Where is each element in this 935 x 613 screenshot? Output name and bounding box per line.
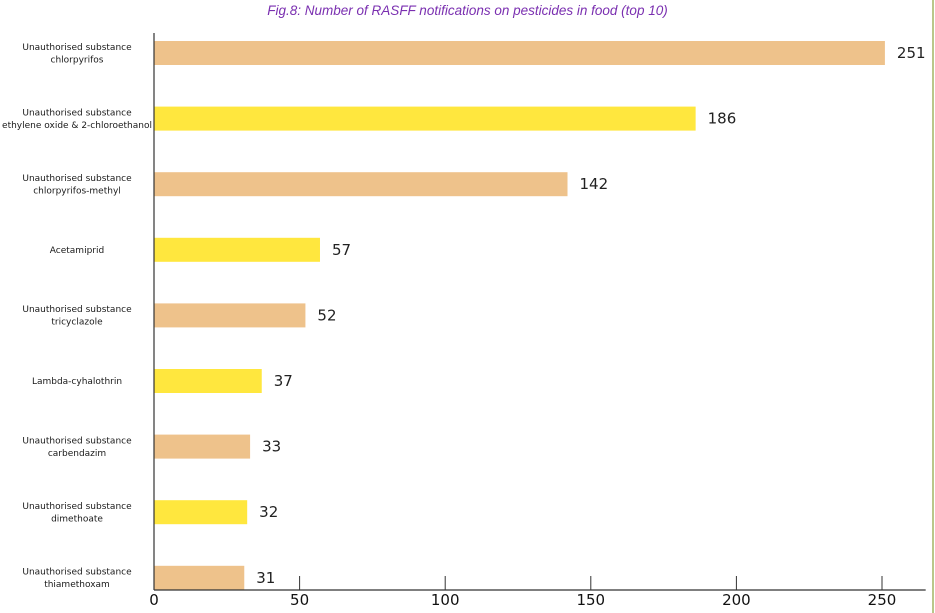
bar <box>154 237 320 262</box>
category-label: Unauthorised substance chlorpyrifos-methy… <box>22 174 132 197</box>
x-tick-label: 100 <box>431 591 460 609</box>
x-tick-label: 250 <box>868 591 897 609</box>
bar <box>154 41 885 65</box>
bar <box>154 369 262 393</box>
category-label: Unauthorised substance tricyclazole <box>22 305 132 328</box>
data-label: 186 <box>708 110 737 128</box>
category-label: Unauthorised substance carbendazim <box>22 436 132 459</box>
bar <box>154 106 696 131</box>
data-label: 33 <box>262 438 281 456</box>
category-label: Unauthorised substance chlorpyrifos <box>22 43 132 66</box>
x-tick-label: 50 <box>290 591 309 609</box>
chart-title: Fig.8: Number of RASFF notifications on … <box>267 3 668 18</box>
bars-layer <box>154 41 885 590</box>
bar <box>154 434 251 459</box>
category-label: Unauthorised substance thiamethoxam <box>22 568 132 591</box>
data-label: 251 <box>897 44 926 62</box>
x-tick-label: 0 <box>149 591 159 609</box>
x-tick-label: 200 <box>722 591 751 609</box>
bar <box>154 500 248 525</box>
category-label: Acetamiprid <box>50 246 104 256</box>
data-label: 31 <box>256 569 275 587</box>
x-tick-label: 150 <box>576 591 605 609</box>
category-label: Unauthorised substance dimethoate <box>22 502 132 525</box>
data-label: 142 <box>580 175 609 193</box>
data-label: 57 <box>332 241 351 259</box>
data-label: 52 <box>317 306 336 324</box>
data-label: 32 <box>259 503 278 521</box>
category-label: Lambda-cyhalothrin <box>32 377 122 387</box>
category-labels: Unauthorised substance chlorpyrifos Unauth… <box>2 43 152 590</box>
bar <box>154 303 306 328</box>
bar <box>154 172 568 197</box>
category-label: Unauthorised substance ethylene oxide & 2… <box>2 108 152 131</box>
x-axis: 0 50 100 150 200 250 <box>149 33 926 609</box>
value-labels: 251 186 142 57 52 37 33 32 31 <box>256 44 925 587</box>
data-label: 37 <box>274 372 293 390</box>
bar <box>154 565 245 590</box>
